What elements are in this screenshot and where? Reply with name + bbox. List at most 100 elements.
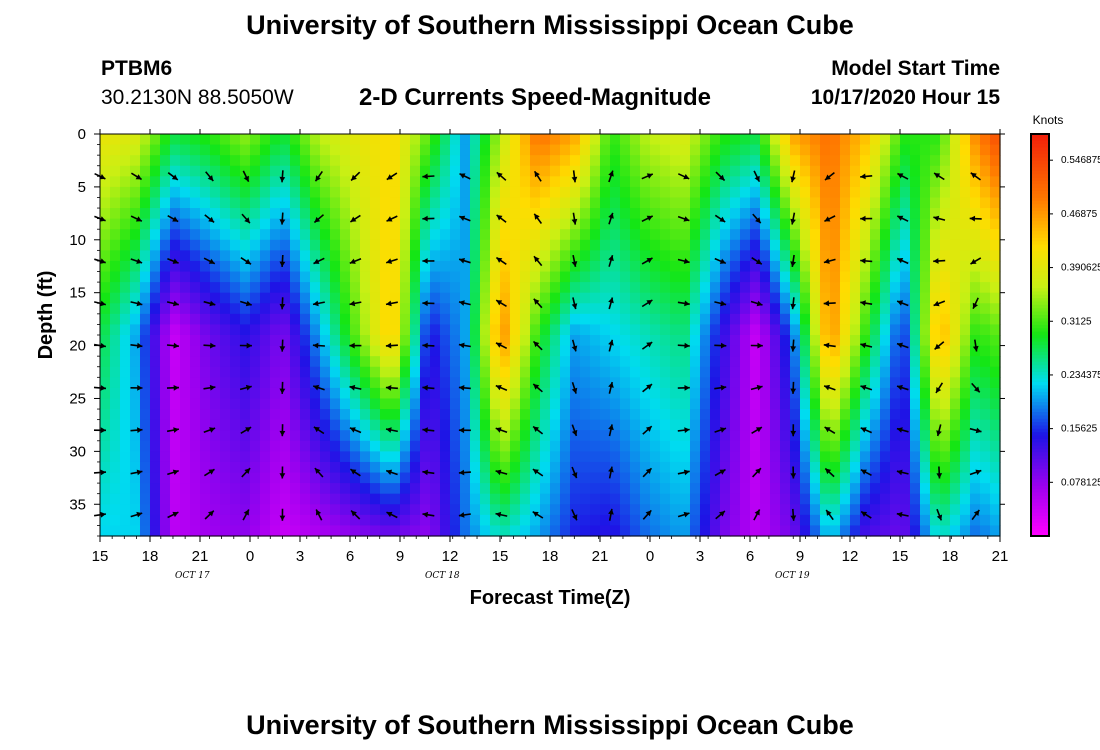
heatmap-cell (850, 398, 861, 410)
heatmap-cell (940, 493, 951, 505)
current-arrow (312, 300, 325, 307)
heatmap-cell (800, 356, 811, 368)
heatmap-cell (460, 377, 471, 389)
heatmap-cell (920, 260, 931, 273)
heatmap-cell (220, 260, 231, 273)
heatmap-cell (490, 239, 501, 251)
heatmap-cell (420, 197, 431, 209)
heatmap-cell (590, 366, 601, 378)
heatmap-cell (940, 229, 951, 241)
heatmap-cell (580, 134, 591, 146)
heatmap-cell (870, 504, 881, 516)
heatmap-cell (140, 366, 151, 378)
heatmap-cell (570, 239, 581, 251)
heatmap-cell (440, 313, 451, 326)
heatmap-cell (170, 218, 181, 230)
heatmap-cell (980, 366, 991, 378)
heatmap-cell (360, 271, 371, 283)
heatmap-cell (110, 514, 121, 527)
heatmap-cell (740, 176, 751, 188)
heatmap-cell (280, 134, 291, 146)
heatmap-cell (290, 430, 301, 442)
heatmap-cell (550, 504, 561, 516)
heatmap-cell (540, 483, 551, 495)
heatmap-cell (970, 356, 981, 368)
current-arrow (386, 172, 398, 181)
heatmap-cell (930, 451, 941, 463)
heatmap-cell (900, 409, 911, 421)
heatmap-cell (310, 239, 321, 251)
heatmap-cell (490, 208, 501, 220)
heatmap-cell (800, 525, 811, 537)
heatmap-cell (510, 229, 521, 241)
heatmap-cell (790, 451, 801, 463)
heatmap-cell (720, 313, 731, 326)
heatmap-cell (120, 239, 131, 251)
heatmap-cell (610, 155, 621, 167)
heatmap-cell (360, 345, 371, 357)
heatmap-cell (330, 409, 341, 421)
heatmap-cell (850, 366, 861, 378)
heatmap-cell (350, 271, 361, 283)
colorbar-segment (1031, 328, 1049, 333)
heatmap-cell (130, 165, 141, 177)
colorbar-segment (1031, 204, 1049, 209)
heatmap-cell (600, 271, 611, 283)
heatmap-cell (470, 440, 481, 452)
heatmap-cell (730, 387, 741, 400)
current-arrow (532, 511, 544, 519)
heatmap-cell (120, 260, 131, 273)
heatmap-cell (140, 250, 151, 262)
heatmap-cell (150, 165, 161, 177)
heatmap-cell (780, 366, 791, 378)
heatmap-cell (820, 430, 831, 442)
heatmap-cell (670, 282, 681, 294)
current-arrow (714, 300, 727, 307)
heatmap-cell (320, 398, 331, 410)
heatmap-cell (550, 430, 561, 442)
heatmap-cell (120, 387, 131, 400)
heatmap-cell (520, 186, 531, 199)
heatmap-cell (830, 345, 841, 357)
heatmap-cell (510, 493, 521, 505)
heatmap-cell (200, 229, 211, 241)
heatmap-cell (970, 483, 981, 495)
heatmap-cell (910, 260, 921, 273)
current-arrow (314, 170, 323, 182)
heatmap-cell (860, 335, 871, 347)
heatmap-cell (190, 377, 201, 389)
heatmap-cell (260, 366, 271, 378)
heatmap-cell (640, 472, 651, 484)
colorbar-segment (1031, 472, 1049, 477)
heatmap-cell (860, 493, 871, 505)
heatmap-cell (600, 250, 611, 262)
colorbar-segment (1031, 512, 1049, 517)
heatmap-cell (160, 472, 171, 484)
heatmap-cell (520, 208, 531, 220)
heatmap-cell (200, 366, 211, 378)
heatmap-cell (350, 387, 361, 400)
heatmap-cell (990, 250, 1001, 262)
heatmap-cell (110, 208, 121, 220)
heatmap-cell (990, 472, 1001, 484)
heatmap-cell (840, 144, 851, 156)
heatmap-cell (550, 218, 561, 230)
heatmap-cell (250, 387, 261, 400)
heatmap-cell (810, 218, 821, 230)
heatmap-cell (240, 218, 251, 230)
heatmap-cell (390, 313, 401, 326)
heatmap-cell (360, 472, 371, 484)
heatmap-cell (710, 430, 721, 442)
current-arrow (750, 342, 763, 349)
heatmap-cell (940, 419, 951, 431)
heatmap-cell (560, 366, 571, 378)
heatmap-cell (780, 208, 791, 220)
heatmap-cell (190, 356, 201, 368)
heatmap-cell (580, 144, 591, 156)
heatmap-cell (540, 398, 551, 410)
heatmap-cell (630, 134, 641, 146)
heatmap-cell (200, 165, 211, 177)
heatmap-cell (310, 483, 321, 495)
heatmap-cell (600, 483, 611, 495)
heatmap-cell (760, 419, 771, 431)
